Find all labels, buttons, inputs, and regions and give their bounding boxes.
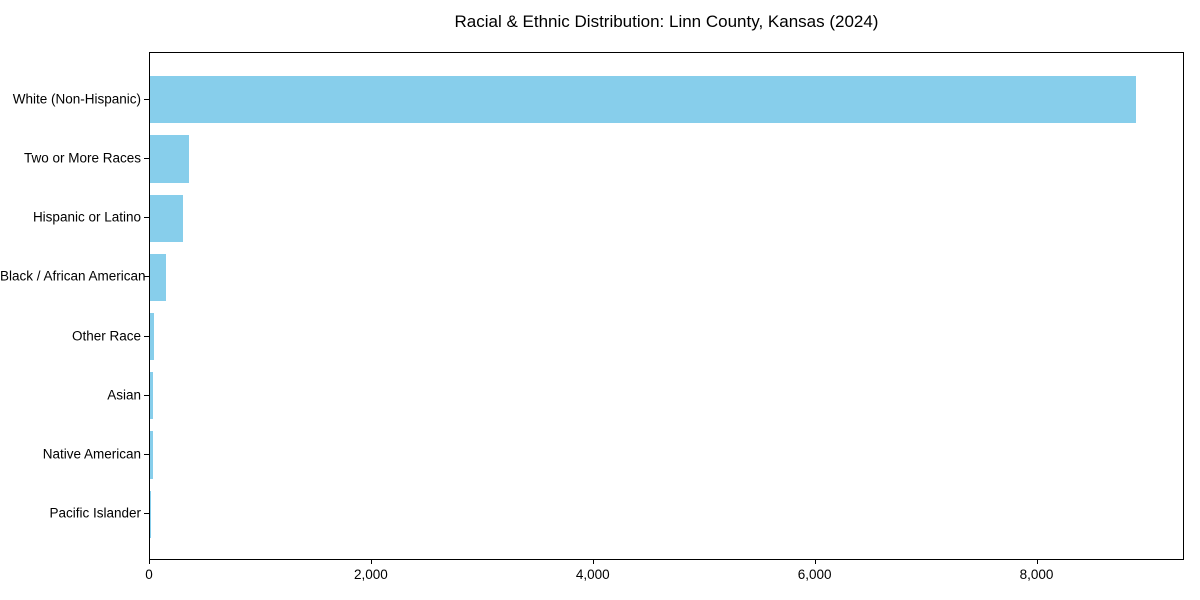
x-tick-label: 2,000 — [353, 567, 388, 582]
y-tick-mark — [144, 98, 149, 100]
bar-hispanic-or-latino — [150, 194, 183, 242]
y-tick-mark — [144, 335, 149, 337]
bar-pacific-islander — [150, 490, 151, 538]
y-tick-mark — [144, 276, 149, 278]
y-tick-label: Hispanic or Latino — [32, 209, 141, 225]
x-tick-label: 8,000 — [1019, 567, 1054, 582]
bar-other-race — [150, 312, 155, 361]
y-tick-label: Two or More Races — [23, 150, 141, 166]
chart-title: Racial & Ethnic Distribution: Linn Count… — [454, 12, 879, 31]
x-tick-mark — [370, 559, 372, 564]
y-tick-label: White (Non-Hispanic) — [12, 91, 141, 107]
y-tick-label: Pacific Islander — [49, 505, 141, 521]
bar-native-american — [150, 431, 154, 479]
y-tick-label: Native American — [42, 446, 141, 462]
y-tick-mark — [144, 513, 149, 515]
plot-area — [149, 52, 1184, 560]
x-tick-mark — [814, 559, 816, 564]
bar-two-or-more-races — [150, 135, 189, 183]
y-tick-label: Other Race — [71, 328, 141, 344]
y-tick-mark — [144, 217, 149, 219]
x-tick-label: 6,000 — [797, 567, 832, 582]
bar-black-african-american — [150, 253, 166, 302]
x-tick-label: 0 — [145, 567, 153, 582]
x-tick-label: 4,000 — [575, 567, 610, 582]
y-tick-mark — [144, 394, 149, 396]
y-tick-mark — [144, 157, 149, 159]
x-tick-mark — [592, 559, 594, 564]
x-tick-mark — [1036, 559, 1038, 564]
y-tick-label: Asian — [107, 387, 141, 403]
y-tick-mark — [144, 454, 149, 456]
y-tick-label: Black / African American — [0, 268, 146, 284]
bar-white-non-hispanic — [150, 76, 1136, 124]
x-tick-mark — [149, 559, 150, 564]
bar-asian — [150, 372, 154, 420]
